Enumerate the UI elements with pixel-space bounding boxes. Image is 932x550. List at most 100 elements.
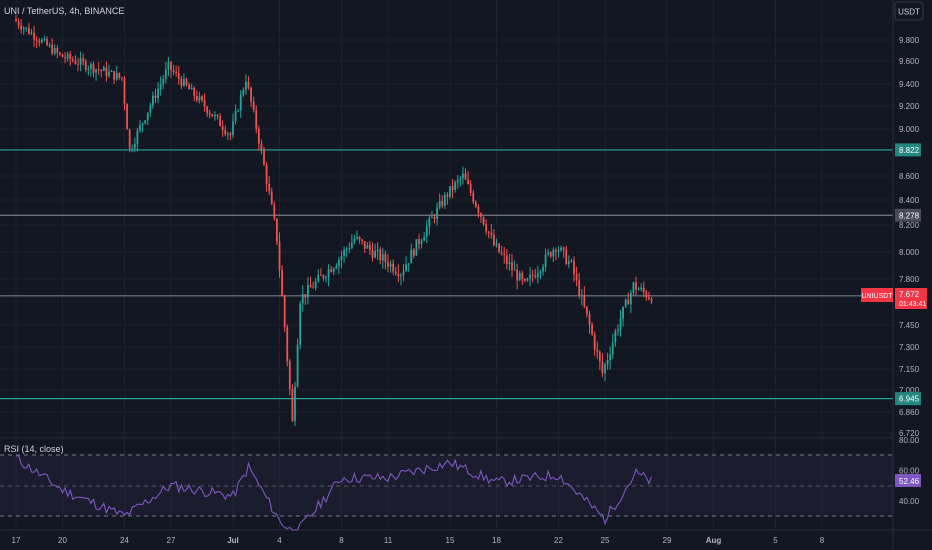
candle-body [250,87,252,102]
candle-body [301,294,304,304]
candle-body [25,27,28,29]
candle-body [296,344,299,387]
candle-body [307,284,309,298]
candle-body [374,251,376,258]
candle-body [159,83,162,89]
candle-body [64,57,66,59]
candle-body [167,61,170,70]
candle-body [319,274,322,276]
candle-body [575,274,578,280]
candle-body [433,216,436,219]
candle-body [415,239,418,256]
candle-body [418,239,420,245]
candle-body [593,334,596,350]
candle-body [531,274,534,276]
candle-body [387,262,389,267]
candle-body [407,263,410,265]
candle-body [529,274,531,279]
currency-button[interactable]: USDT [898,8,920,17]
candle-body [128,129,131,149]
candle-body [583,294,586,307]
candle-body [216,114,219,117]
candle-body [443,194,446,206]
candle-body [195,96,198,101]
candle-body [263,149,265,166]
candle-body [335,266,338,269]
price-axis[interactable]: 9.800 9.600 9.400 9.200 9.000 8.600 8.400 8.200… [899,36,920,438]
price-tick-label: 7.000 [899,386,920,395]
price-tick-label: 9.800 [899,36,920,45]
candle-body [493,234,495,246]
candle-body [353,238,356,243]
candle-body [369,245,371,250]
candle-body [425,226,428,237]
candle-body [268,183,271,192]
candle-body [632,282,635,293]
currency-button-frame[interactable] [894,1,924,21]
candle-body [291,389,294,421]
candle-body [420,240,423,245]
time-tick-label: Jul [227,536,239,545]
candle-body [183,78,185,86]
candle-body [500,252,503,254]
candle-body [456,179,459,183]
candle-body [118,72,121,78]
candle-body [121,77,123,79]
candle-body [327,269,330,278]
candle-body [472,192,475,202]
candle-body [304,294,307,298]
candle-body [46,38,48,46]
candle-body [133,143,136,149]
candle-body [288,361,291,390]
candle-body [356,236,358,239]
candle-body [294,386,296,421]
candle-body [637,289,640,291]
candle-body [177,72,180,79]
candlestick-series [15,14,653,426]
candle-body [77,63,79,65]
candle-body [361,239,364,242]
candle-body [379,249,382,261]
candle-body [180,78,183,86]
candle-body [193,87,196,97]
candle-body [601,361,604,374]
candle-body [389,263,392,267]
candle-body [35,39,38,41]
candle-body [17,21,20,26]
time-tick-label: Aug [706,536,722,545]
candle-body [234,110,237,122]
rsi-legend[interactable]: RSI (14, close) [4,444,64,454]
candle-body [237,110,240,112]
candle-body [567,261,570,264]
rsi-pane[interactable] [0,454,893,531]
rsi-axis[interactable]: 80.00 60.00 40.00 [899,436,920,506]
candle-body [449,186,451,197]
candle-body [480,213,482,217]
price-levels [0,149,893,400]
level-label-bg [895,143,921,157]
candle-body [580,294,583,297]
candle-body [645,292,648,298]
candle-body [547,252,550,254]
candle-body [283,296,286,327]
candle-body [270,191,273,205]
candle-body [110,70,113,72]
candle-body [38,40,41,43]
candle-body [462,173,464,179]
level-label-bg [895,392,921,406]
candle-body [549,252,552,257]
candle-body [108,71,110,77]
candle-body [526,278,529,281]
time-tick-label: 25 [601,536,610,545]
candle-body [536,273,539,278]
symbol-legend[interactable]: UNI / TetherUS, 4h, BINANCE [4,6,124,16]
candle-body [245,81,247,90]
time-axis[interactable]: 17 20 24 27 Jul 4 8 11 15 18 22 25 29 Aug 5 8 [12,536,825,545]
candle-body [436,207,438,219]
candle-body [136,130,139,144]
candle-body [115,72,118,80]
candle-body [573,260,575,275]
candle-body [642,287,645,293]
candle-body [144,120,147,124]
